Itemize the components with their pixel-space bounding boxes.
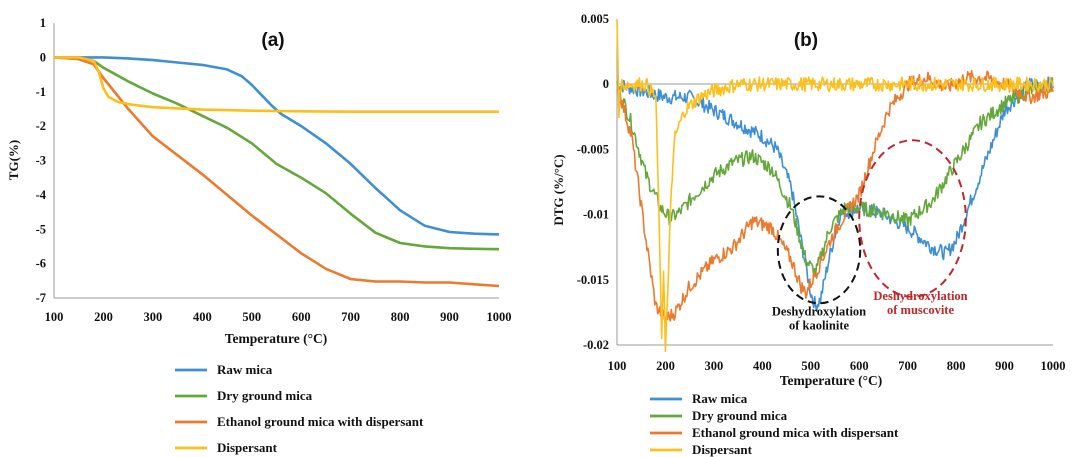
y-tick-label: -2	[36, 119, 46, 133]
y-tick-label: -7	[36, 291, 46, 305]
series-line	[54, 56, 500, 236]
y-tick-label: -3	[36, 154, 46, 168]
panel-a-label: (a)	[261, 30, 284, 51]
legend-label: Dispersant	[692, 442, 753, 457]
x-tick-label: 100	[45, 310, 64, 324]
x-tick-label: 100	[608, 359, 627, 373]
x-tick-label: 900	[995, 359, 1014, 373]
y-tick-label: 0	[603, 77, 609, 91]
annotation-ellipse	[858, 139, 967, 298]
x-tick-label: 1000	[487, 310, 512, 324]
y-tick-label: 1	[40, 16, 46, 30]
y-tick-label: -6	[36, 257, 46, 271]
x-tick-label: 700	[341, 310, 360, 324]
y-tick-label: 0.005	[581, 12, 609, 26]
panel-b-x-ticks: 100 200 300 400 500 600 700 800 900 1000	[608, 359, 1066, 373]
panel-a-x-ticks: 100 200 300 400 500 600 700 800 900 1000	[45, 310, 512, 324]
x-tick-label: 1000	[1041, 359, 1066, 373]
legend-label: Ethanol ground mica with dispersant	[692, 425, 899, 440]
y-tick-label: -0.01	[583, 208, 609, 222]
panel-b: (b) 0.005 0 -0.005 -0.01 -0.015 -0.02 100 200 3…	[551, 12, 1066, 457]
x-tick-label: 600	[292, 310, 311, 324]
panel-a-legend: Raw mica Dry ground mica Ethanol ground mi…	[175, 362, 424, 455]
x-tick-label: 400	[753, 359, 772, 373]
annotation-label: Deshydroxylation	[772, 304, 866, 318]
x-tick-label: 900	[440, 310, 459, 324]
x-tick-label: 800	[947, 359, 966, 373]
series-line	[53, 56, 500, 251]
x-tick-label: 400	[193, 310, 212, 324]
x-tick-label: 200	[656, 359, 675, 373]
x-tick-label: 500	[801, 359, 820, 373]
series-line	[616, 70, 1054, 322]
annotation-label: of muscovite	[887, 303, 954, 317]
legend-label: Dispersant	[217, 440, 278, 455]
panel-b-legend: Raw mica Dry ground mica Ethanol ground mi…	[650, 391, 899, 457]
panel-a-y-ticks: 1 0 -1 -2 -3 -4 -5 -6 -7	[36, 16, 47, 305]
series-line	[616, 77, 1054, 278]
legend-label: Ethanol ground mica with dispersant	[217, 414, 424, 429]
series-line	[616, 19, 1054, 353]
panel-b-y-ticks: 0.005 0 -0.005 -0.01 -0.015 -0.02	[577, 12, 609, 352]
annotation-label: Deshydroxylation	[873, 289, 967, 303]
y-tick-label: -0.005	[577, 142, 609, 156]
x-tick-label: 300	[144, 310, 163, 324]
annotation-ellipse	[776, 195, 862, 305]
legend-label: Dry ground mica	[692, 408, 788, 423]
y-tick-label: -0.015	[577, 273, 609, 287]
legend-label: Dry ground mica	[217, 388, 313, 403]
series-line	[616, 76, 1054, 313]
y-tick-label: 0	[40, 50, 46, 64]
x-tick-label: 500	[242, 310, 261, 324]
x-tick-label: 300	[705, 359, 724, 373]
y-tick-label: -1	[36, 85, 46, 99]
x-tick-label: 200	[94, 310, 113, 324]
legend-label: Raw mica	[692, 391, 748, 406]
series-line	[54, 56, 499, 113]
panel-b-label: (b)	[794, 30, 818, 51]
panel-b-y-label: DTG (%/°C)	[551, 154, 566, 225]
legend-label: Raw mica	[217, 362, 273, 377]
x-tick-label: 800	[391, 310, 410, 324]
series-line	[53, 56, 500, 288]
y-tick-label: -0.02	[583, 338, 609, 352]
panel-b-x-label: Temperature (°C)	[780, 373, 883, 388]
y-tick-label: -4	[36, 188, 47, 202]
x-tick-label: 700	[898, 359, 917, 373]
panel-b-series	[616, 19, 1054, 353]
annotation-label: of kaolinite	[789, 318, 850, 332]
x-tick-label: 600	[850, 359, 869, 373]
panel-a-y-label: TG(%)	[6, 140, 21, 180]
panel-a-series	[53, 56, 500, 288]
y-tick-label: -5	[36, 222, 46, 236]
panel-a: (a) 1 0 -1 -2 -3 -4 -5 -6 -7 100 200 300 400 500 600 7…	[6, 16, 512, 455]
panel-a-x-label: Temperature (°C)	[225, 331, 328, 346]
